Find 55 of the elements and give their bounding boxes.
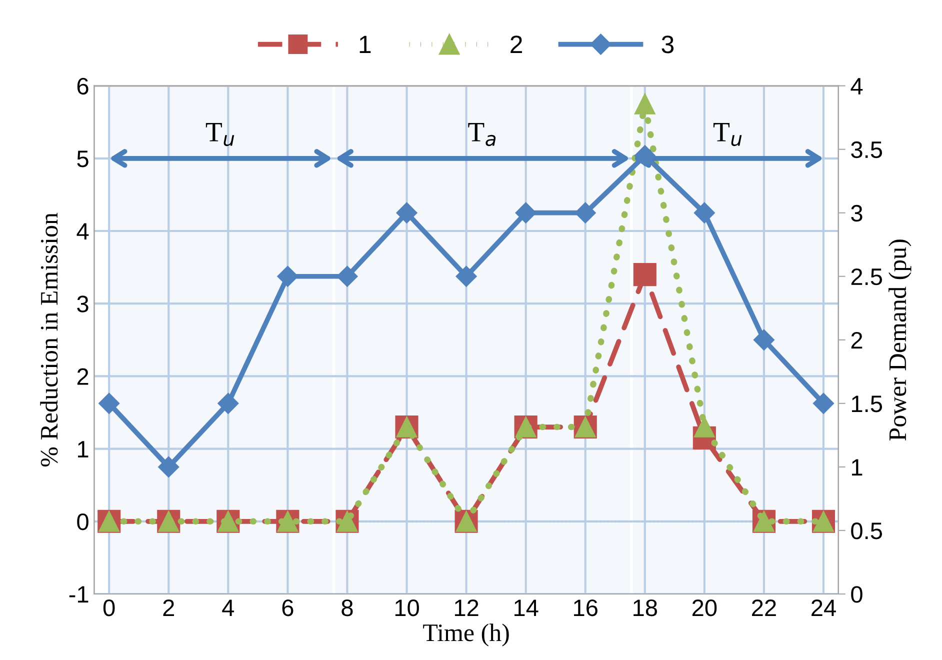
band-label: T$_{u}$ — [713, 123, 742, 146]
y-tick-label: 6 — [77, 78, 88, 95]
point — [812, 392, 834, 414]
y2-tick-label: 2 — [851, 332, 862, 348]
point — [336, 266, 358, 287]
band-label: T$_{a}$ — [468, 123, 496, 146]
x-tick-label: 0 — [103, 599, 115, 616]
y-tick-label: 2 — [77, 368, 88, 385]
y-tick-label: 4 — [76, 223, 89, 240]
point — [634, 94, 656, 114]
x-tick-label: 22 — [752, 599, 776, 616]
y2-tick-label: 2.5 — [851, 268, 882, 286]
point — [515, 202, 536, 224]
point — [277, 266, 298, 287]
point — [396, 202, 418, 224]
point — [218, 392, 239, 414]
legend-label: 2 — [510, 36, 522, 54]
x-tick-label: 10 — [395, 599, 419, 616]
x-tick-label: 8 — [342, 599, 353, 616]
y-tick-label: 0 — [77, 513, 88, 530]
x-tick-label: 12 — [454, 599, 478, 616]
y-tick-label: 5 — [77, 150, 88, 168]
legend-label: 1 — [360, 36, 371, 54]
x-tick-label: 4 — [222, 600, 234, 616]
x-tick-label: 16 — [574, 599, 598, 616]
x-tick-label: 6 — [282, 599, 294, 616]
y2-tick-label: 4 — [850, 78, 863, 94]
point — [633, 263, 656, 286]
y2-axis-title: Power Demand (pu) — [888, 240, 912, 441]
y2-tick-label: 1 — [852, 459, 862, 476]
band-label: T$_{u}$ — [206, 123, 234, 146]
point — [753, 329, 774, 350]
y2-tick-label: 0.5 — [851, 522, 882, 540]
point — [456, 266, 477, 287]
y-tick-label: -1 — [69, 586, 88, 603]
x-tick-label: 20 — [692, 599, 717, 616]
y-tick-label: 1 — [78, 441, 88, 458]
point — [694, 202, 715, 224]
point — [694, 416, 715, 438]
y2-tick-label: 0 — [851, 586, 862, 603]
x-tick-label: 2 — [163, 599, 174, 616]
y-tick-label: 3 — [77, 296, 88, 312]
x-tick-label: 14 — [514, 600, 538, 616]
y2-tick-label: 1.5 — [852, 396, 882, 412]
legend-label: 3 — [662, 36, 674, 54]
y-axis-title: % Reduction in Emission — [40, 212, 58, 466]
point — [634, 145, 656, 166]
point — [158, 456, 180, 478]
point — [574, 202, 596, 224]
y2-tick-label: 3.5 — [851, 141, 882, 158]
point — [98, 392, 120, 414]
x-axis-title: Time (h) — [423, 624, 509, 646]
x-tick-label: 24 — [812, 599, 836, 616]
x-tick-label: 18 — [634, 599, 657, 616]
y2-tick-label: 3 — [851, 204, 862, 222]
